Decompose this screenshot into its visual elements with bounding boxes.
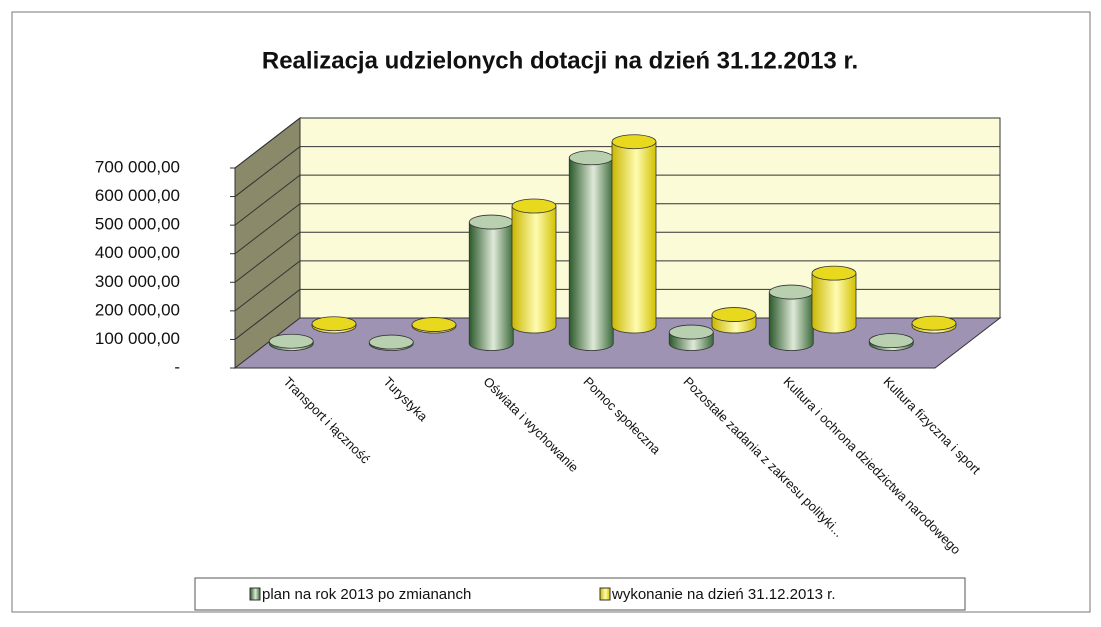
y-tick-label: 500 000,00 [95, 215, 180, 234]
y-tick-label: 700 000,00 [95, 157, 180, 176]
bar [768, 291, 814, 351]
y-tick-label: 400 000,00 [95, 243, 180, 262]
grid-line [234, 117, 301, 169]
bar-top [911, 315, 957, 331]
bar-top [311, 316, 357, 332]
legend [194, 577, 966, 611]
bar-top [468, 214, 514, 230]
bar [611, 141, 657, 334]
grid-line [234, 260, 301, 312]
bar-top [711, 307, 757, 322]
legend-swatch [249, 587, 261, 601]
legend-swatch [599, 587, 611, 601]
legend-label: plan na rok 2013 po zmiananch [262, 586, 471, 603]
bar-top [511, 198, 557, 214]
bar-top [811, 265, 857, 281]
bar-top [768, 284, 814, 300]
bar-top [411, 317, 457, 332]
grid-line [234, 231, 301, 283]
legend-label: wykonanie na dzień 31.12.2013 r. [611, 586, 836, 603]
bar [568, 157, 614, 351]
grid-line [234, 203, 301, 255]
y-tick-label: 200 000,00 [95, 300, 180, 319]
bar-top [611, 134, 657, 150]
bar-top [668, 324, 714, 340]
y-tick-label: 600 000,00 [95, 186, 180, 205]
bar [468, 221, 514, 351]
bar-top [868, 333, 914, 349]
bar [511, 205, 557, 334]
y-tick-label: - [174, 357, 180, 376]
grid-line [234, 146, 301, 197]
bar-top [268, 333, 314, 349]
grid-line [234, 289, 301, 340]
y-tick-label: 100 000,00 [95, 329, 180, 348]
y-tick-label: 300 000,00 [95, 272, 180, 291]
grid-line [234, 174, 301, 226]
bar-top [368, 334, 414, 350]
chart-title: Realizacja udzielonych dotacji na dzień … [262, 47, 858, 74]
bar-top [568, 150, 614, 166]
bar [811, 272, 857, 334]
